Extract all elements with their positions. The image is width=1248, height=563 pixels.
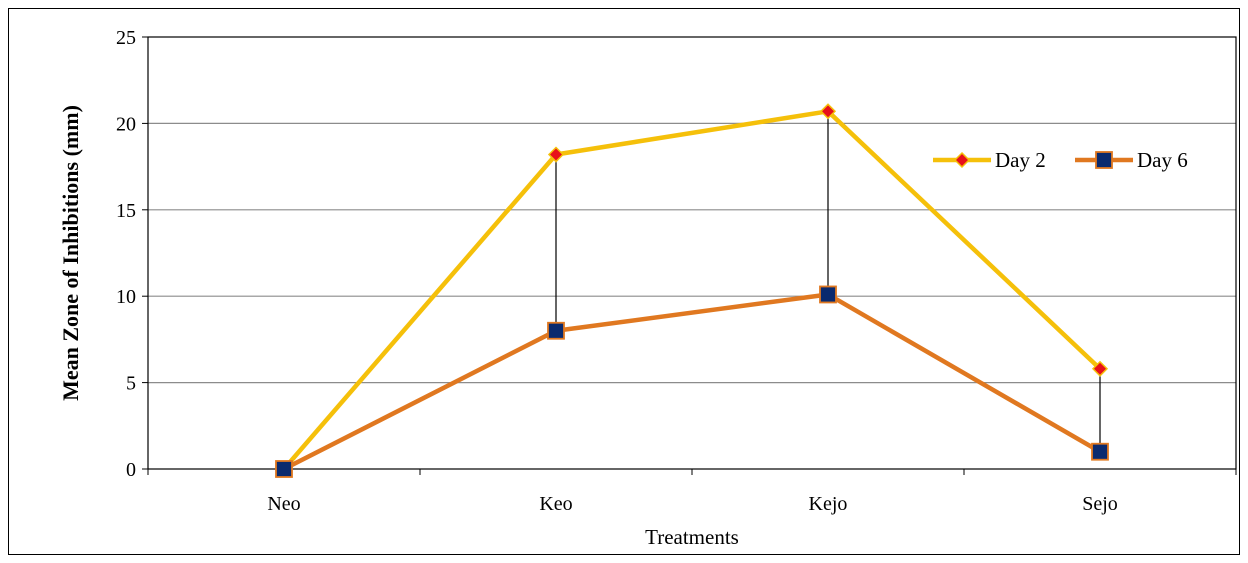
legend-label: Day 2: [995, 148, 1046, 172]
data-point-day-6: [275, 460, 293, 478]
y-tick-labels: 0 5 10 15 20 25: [116, 27, 136, 481]
y-tick-label: 15: [116, 200, 136, 222]
y-axis-title: Mean Zone of Inhibitions (mm): [58, 105, 83, 401]
data-point-day-2: [1091, 360, 1109, 377]
legend-label: Day 6: [1137, 148, 1188, 172]
x-tick-label: Kejo: [809, 493, 848, 515]
y-tick-label: 10: [116, 286, 136, 308]
data-point-day-2: [547, 146, 565, 163]
legend-swatch-marker: [1095, 151, 1113, 169]
y-tick-label: 5: [126, 373, 136, 395]
drop-lines: [555, 111, 1101, 452]
chart-frame: [8, 8, 1240, 555]
data-point-day-6: [547, 321, 565, 340]
series-group: [275, 103, 1109, 478]
y-tick-label: 25: [116, 27, 136, 49]
legend-swatch-marker: [953, 151, 971, 169]
data-point-day-2: [819, 103, 837, 120]
x-tick-label: Keo: [539, 493, 572, 515]
data-point-day-6: [819, 285, 837, 304]
x-axis-title: Treatments: [645, 525, 739, 549]
plot-border: [147, 36, 1237, 470]
y-tick-label: 0: [126, 459, 136, 481]
x-tick-label: Sejo: [1082, 493, 1118, 515]
gridlines: [142, 36, 1236, 470]
plot-area: [147, 36, 1237, 475]
series-line-day-2: [282, 109, 1102, 471]
x-tick-label: Neo: [267, 493, 300, 515]
y-tick-label: 20: [116, 113, 136, 135]
data-point-day-6: [1091, 442, 1109, 461]
x-tick-labels: Neo Keo Kejo Sejo: [267, 493, 1117, 515]
legend: Day 2 Day 6: [933, 148, 1188, 172]
series-line-day-6: [282, 292, 1102, 472]
